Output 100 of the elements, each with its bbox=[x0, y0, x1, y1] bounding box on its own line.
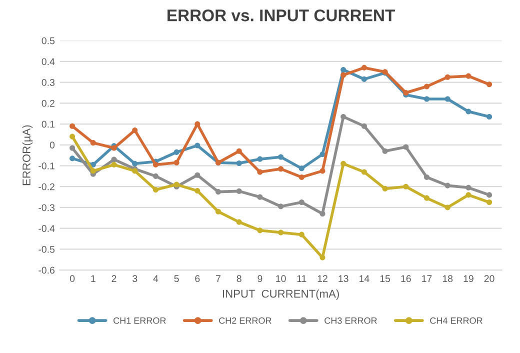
point bbox=[403, 184, 409, 190]
y-tick-label: 0 bbox=[50, 142, 55, 149]
point bbox=[90, 140, 96, 146]
point bbox=[298, 166, 304, 172]
point bbox=[444, 204, 450, 210]
y-tick-label: 0.5 bbox=[42, 37, 55, 44]
point bbox=[340, 67, 346, 73]
legend-label: CH4 ERROR bbox=[430, 317, 482, 324]
point bbox=[361, 123, 367, 129]
point bbox=[70, 145, 76, 151]
point bbox=[257, 156, 263, 162]
point bbox=[340, 72, 346, 78]
x-tick-label: 5 bbox=[174, 275, 179, 282]
y-tick-label: -0.1 bbox=[38, 162, 54, 170]
point bbox=[320, 210, 326, 217]
point bbox=[111, 156, 117, 162]
point bbox=[403, 144, 409, 150]
point bbox=[486, 199, 492, 206]
point bbox=[194, 142, 200, 148]
point bbox=[444, 182, 450, 188]
x-axis-title: INPUT CURRENT(mA) bbox=[222, 290, 339, 300]
x-tick-label: 15 bbox=[380, 275, 390, 282]
point bbox=[215, 208, 222, 214]
y-tick-label: -0.2 bbox=[38, 183, 54, 190]
x-tick-label: 13 bbox=[338, 275, 348, 282]
point bbox=[424, 195, 430, 201]
point bbox=[486, 114, 492, 120]
point bbox=[361, 169, 367, 175]
point bbox=[90, 168, 96, 174]
chart-title: ERROR vs. INPUT CURRENT bbox=[168, 10, 395, 22]
point bbox=[466, 192, 472, 198]
point bbox=[194, 188, 200, 194]
point bbox=[361, 76, 367, 82]
x-tick-label: 14 bbox=[360, 275, 370, 282]
point bbox=[132, 128, 138, 134]
point bbox=[382, 148, 388, 154]
x-tick-label: 2 bbox=[112, 275, 116, 282]
x-tick-label: 17 bbox=[422, 275, 432, 282]
point bbox=[298, 174, 304, 180]
legend-label: CH3 ERROR bbox=[324, 317, 377, 324]
point bbox=[424, 84, 430, 90]
x-tick-label: 19 bbox=[464, 275, 474, 282]
y-tick-label: -0.6 bbox=[38, 266, 55, 274]
point bbox=[298, 232, 304, 238]
point bbox=[486, 82, 492, 88]
x-tick-label: 1 bbox=[91, 275, 96, 282]
point bbox=[486, 192, 492, 198]
legend-label: CH2 ERROR bbox=[219, 317, 272, 324]
x-tick-label: 16 bbox=[401, 275, 411, 282]
legend-label: CH1 ERROR bbox=[114, 317, 166, 324]
point bbox=[257, 228, 263, 234]
point bbox=[361, 64, 367, 70]
point bbox=[236, 219, 242, 225]
point bbox=[174, 160, 180, 166]
point bbox=[152, 162, 158, 168]
point bbox=[466, 184, 472, 190]
y-tick-label: 0.3 bbox=[42, 79, 55, 86]
y-tick-label: -0.5 bbox=[38, 246, 55, 253]
point bbox=[278, 204, 284, 210]
point bbox=[194, 172, 200, 178]
x-tick-label: 10 bbox=[276, 275, 286, 282]
point bbox=[174, 149, 180, 155]
point bbox=[236, 188, 242, 194]
point bbox=[320, 152, 326, 158]
point bbox=[132, 160, 138, 166]
y-tick-label: 0.4 bbox=[42, 58, 55, 66]
y-tick-label: 0.2 bbox=[42, 100, 54, 107]
point bbox=[70, 123, 76, 129]
point bbox=[257, 169, 263, 175]
x-tick-label: 6 bbox=[195, 275, 200, 282]
point bbox=[424, 174, 430, 180]
point bbox=[444, 96, 450, 102]
x-tick-label: 7 bbox=[216, 275, 220, 282]
x-tick-label: 4 bbox=[153, 275, 158, 282]
point bbox=[215, 189, 222, 195]
y-tick-label: 0.1 bbox=[42, 120, 54, 128]
point bbox=[298, 199, 304, 206]
point bbox=[466, 73, 472, 79]
point bbox=[403, 90, 409, 96]
x-tick-label: 9 bbox=[258, 275, 262, 282]
x-tick-label: 8 bbox=[236, 275, 242, 282]
y-tick-label: -0.3 bbox=[38, 204, 55, 212]
point bbox=[70, 156, 76, 162]
x-tick-label: 12 bbox=[318, 275, 328, 282]
point bbox=[111, 162, 117, 168]
point bbox=[278, 230, 284, 236]
point bbox=[320, 168, 326, 174]
point bbox=[70, 134, 76, 140]
point bbox=[236, 148, 242, 154]
x-tick-label: 3 bbox=[132, 275, 138, 282]
point bbox=[340, 160, 346, 166]
point bbox=[257, 194, 263, 200]
x-tick-label: 11 bbox=[297, 275, 306, 282]
point bbox=[340, 114, 346, 120]
point bbox=[320, 254, 326, 260]
x-tick-label: 20 bbox=[484, 275, 494, 282]
point bbox=[382, 186, 388, 192]
y-tick-label: -0.4 bbox=[38, 225, 55, 232]
point bbox=[424, 96, 430, 102]
point bbox=[152, 173, 158, 179]
